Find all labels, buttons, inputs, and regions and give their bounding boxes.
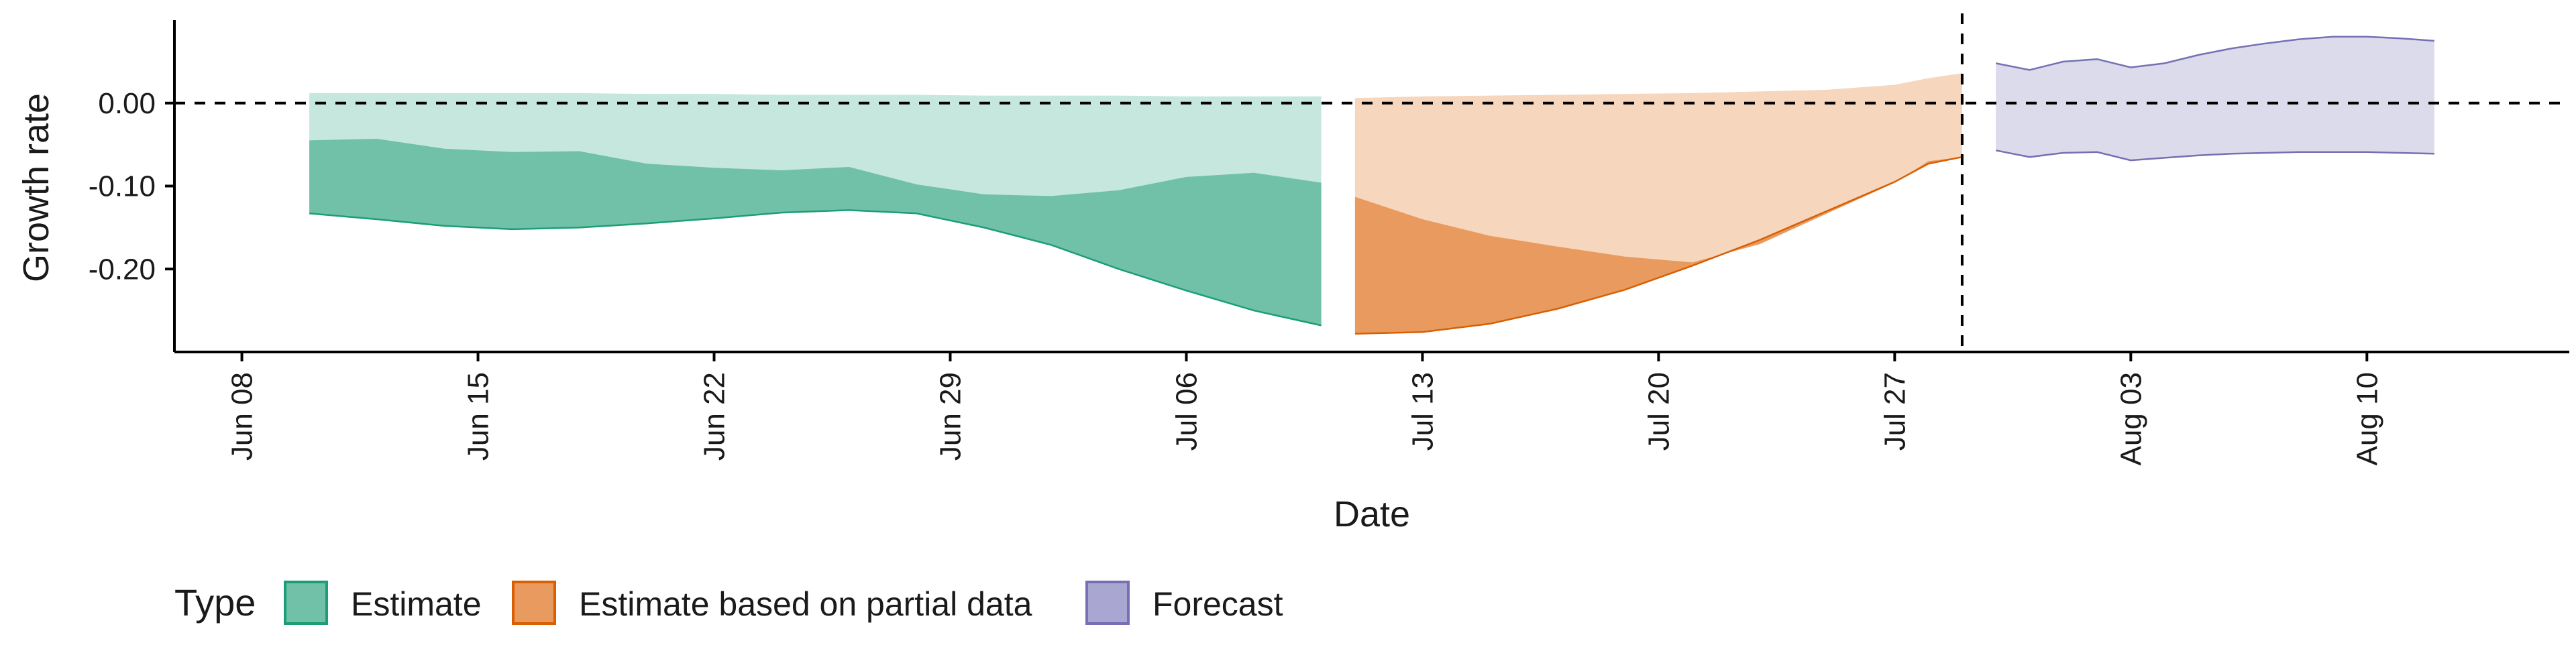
legend-swatch xyxy=(1085,581,1130,625)
x-tick-label: Jun 15 xyxy=(462,372,495,461)
legend-label: Estimate xyxy=(351,585,482,623)
y-axis-title: Growth rate xyxy=(16,93,56,282)
legend-label: Estimate based on partial data xyxy=(579,585,1032,623)
legend-title: Type xyxy=(174,581,256,624)
estimate-lower-edge xyxy=(309,209,1322,327)
forecast-lower-edge xyxy=(1995,150,2434,162)
y-tick-label: -0.10 xyxy=(89,170,156,203)
x-tick-label: Jun 08 xyxy=(226,372,259,461)
y-tick-label: -0.20 xyxy=(89,253,156,286)
x-axis-title: Date xyxy=(1334,494,1410,534)
x-tick-label: Jun 22 xyxy=(698,372,731,461)
x-tick-label: Jul 13 xyxy=(1406,372,1439,451)
x-tick-label: Aug 10 xyxy=(2351,372,2383,465)
legend-swatch xyxy=(512,581,556,625)
forecast-upper-edge xyxy=(1995,36,2434,71)
ribbon-layer xyxy=(309,36,2434,335)
legend-swatch xyxy=(284,581,328,625)
y-tick-label: 0.00 xyxy=(98,87,156,120)
reference-lines xyxy=(174,13,2569,352)
estimate-inner-band xyxy=(309,139,1322,326)
x-tick-label: Aug 03 xyxy=(2114,372,2147,465)
estimate-based-on-partial-data-inner-band xyxy=(1354,157,1962,334)
legend-label: Forecast xyxy=(1152,585,1283,623)
legend: Type Estimate Estimate based on partial d… xyxy=(174,581,1283,625)
x-tick-label: Jul 20 xyxy=(1642,372,1675,451)
x-tick-label: Jun 29 xyxy=(934,372,967,461)
estimate-based-on-partial-data-lower-edge xyxy=(1354,156,1963,335)
forecast-outer-band xyxy=(1996,36,2434,161)
x-tick-label: Jul 06 xyxy=(1171,372,1203,451)
x-tick-label: Jul 27 xyxy=(1878,372,1911,451)
tick-layer: 0.00 -0.10 -0.20 Jun 08 Jun 15 Jun 22 Jun 29 Ju… xyxy=(89,87,2384,466)
